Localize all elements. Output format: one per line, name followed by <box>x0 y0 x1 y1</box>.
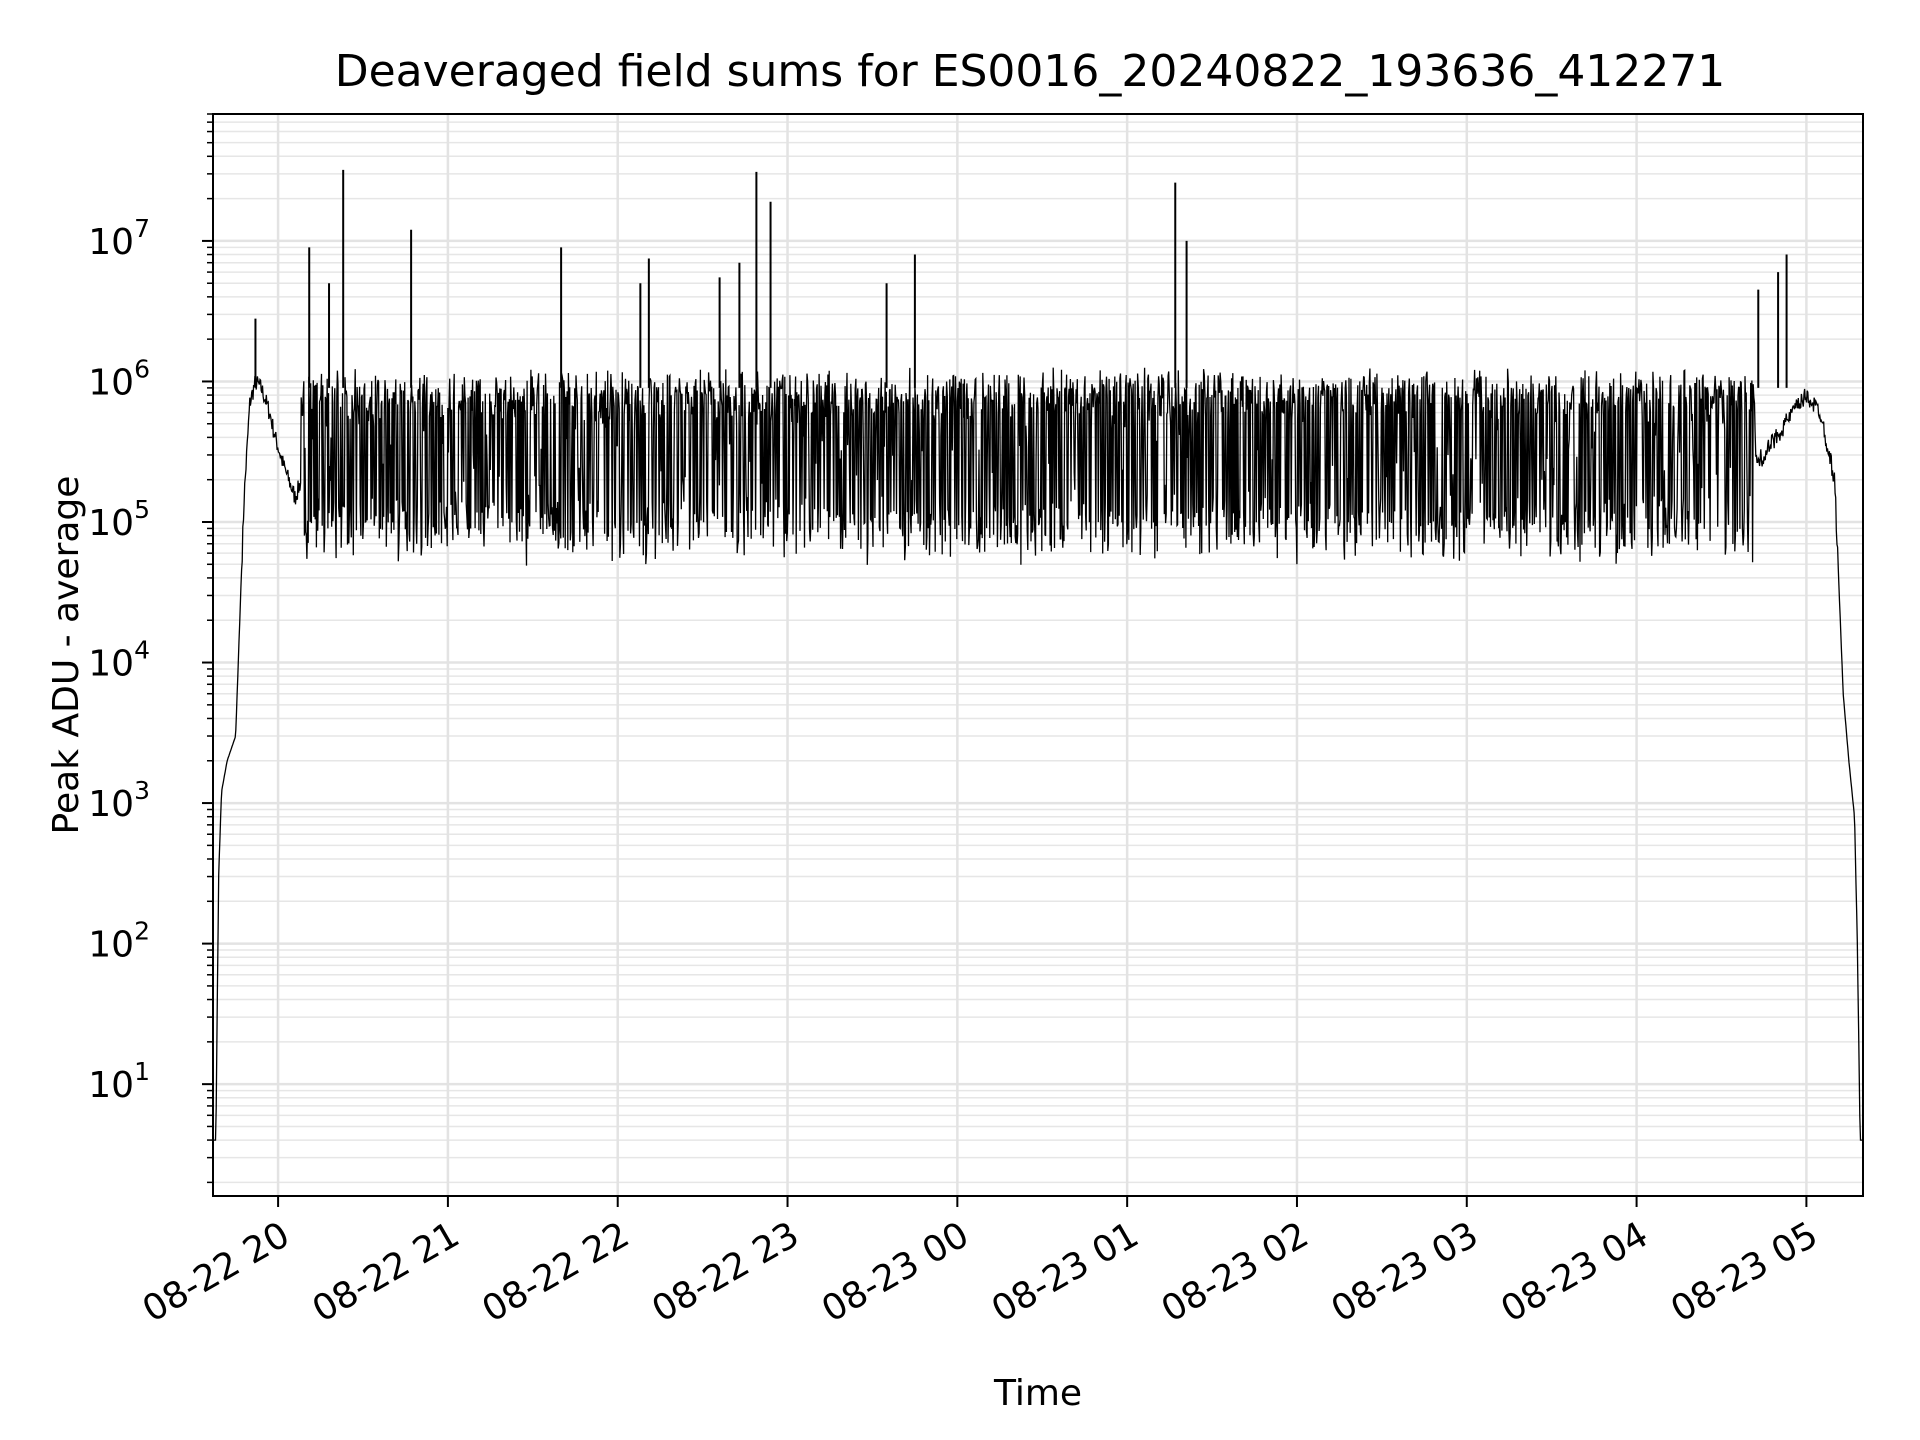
y-tick-label-base: 10 <box>88 1065 134 1106</box>
y-tick-label-base: 10 <box>88 362 134 403</box>
grid <box>213 113 1863 1196</box>
y-tick-label: 104 <box>88 636 150 685</box>
x-tick-label: 08-23 03 <box>1325 1214 1486 1330</box>
y-tick-label-exponent: 4 <box>134 636 150 665</box>
y-tick-label-base: 10 <box>88 644 134 685</box>
y-tick-label: 107 <box>88 214 150 263</box>
y-tick-label-exponent: 6 <box>134 354 150 383</box>
y-tick-label-exponent: 1 <box>134 1057 150 1086</box>
y-tick-label: 106 <box>88 354 150 403</box>
y-tick-label: 102 <box>88 917 150 966</box>
x-tick-label: 08-23 00 <box>815 1214 976 1330</box>
x-axis-label: Time <box>993 1373 1082 1414</box>
y-tick-label-exponent: 5 <box>134 495 150 524</box>
plot-frame <box>212 113 1864 1197</box>
x-tick-label: 08-23 04 <box>1494 1214 1655 1330</box>
x-tick-label: 08-22 23 <box>645 1214 806 1330</box>
y-tick-label-exponent: 3 <box>134 776 150 805</box>
x-tick-label: 08-23 05 <box>1664 1214 1825 1330</box>
series-line <box>213 367 1863 1141</box>
y-tick-label: 103 <box>88 776 150 825</box>
y-axis-label: Peak ADU - average <box>46 476 87 835</box>
y-tick-label: 105 <box>88 495 150 544</box>
x-tick-label: 08-22 21 <box>306 1214 467 1330</box>
x-tick-label: 08-23 01 <box>985 1214 1146 1330</box>
x-tick-label: 08-22 20 <box>136 1214 297 1330</box>
y-tick-label-exponent: 2 <box>134 917 150 946</box>
y-tick-label-base: 10 <box>88 925 134 966</box>
x-tick-label: 08-22 22 <box>476 1214 637 1330</box>
chart-title: Deaveraged field sums for ES0016_2024082… <box>335 46 1726 97</box>
y-tick-label-base: 10 <box>88 503 134 544</box>
y-tick-label: 101 <box>88 1057 150 1106</box>
series-layer <box>213 169 1863 1141</box>
y-tick-label-exponent: 7 <box>134 214 150 243</box>
x-axis: 08-22 20 08-22 21 08-22 22 08-22 23 08-23 00… <box>136 1196 1825 1331</box>
y-tick-label-base: 10 <box>88 784 134 825</box>
x-tick-label: 08-23 02 <box>1155 1214 1316 1330</box>
y-tick-label-base: 10 <box>88 222 134 263</box>
